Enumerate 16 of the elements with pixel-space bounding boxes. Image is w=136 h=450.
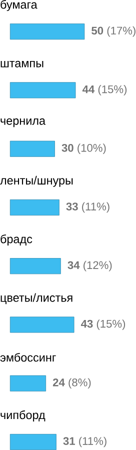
- data-label: 43 (15%): [80, 320, 125, 330]
- y-tick-label: бумага: [0, 0, 38, 12]
- y-tick-label: ленты/шнуры: [0, 176, 73, 187]
- y-tick-label: эмбоссинг: [0, 352, 56, 362]
- y-tick-label: чернила: [0, 118, 46, 128]
- data-label: 44 (15%): [82, 85, 126, 96]
- data-label: 33 (11%): [66, 202, 110, 213]
- data-label: 50 (17%): [91, 26, 136, 37]
- y-tick-label: штампы: [0, 60, 44, 68]
- y-tick-label: цветы/листья: [0, 293, 72, 304]
- data-label: 31 (11%): [63, 436, 106, 448]
- y-tick-label: чипборд: [0, 410, 46, 422]
- data-label: 34 (12%): [68, 260, 112, 272]
- data-label: 24 (8%): [52, 378, 91, 389]
- data-label: 30 (10%): [62, 144, 106, 154]
- y-tick-label: брадс: [0, 234, 32, 246]
